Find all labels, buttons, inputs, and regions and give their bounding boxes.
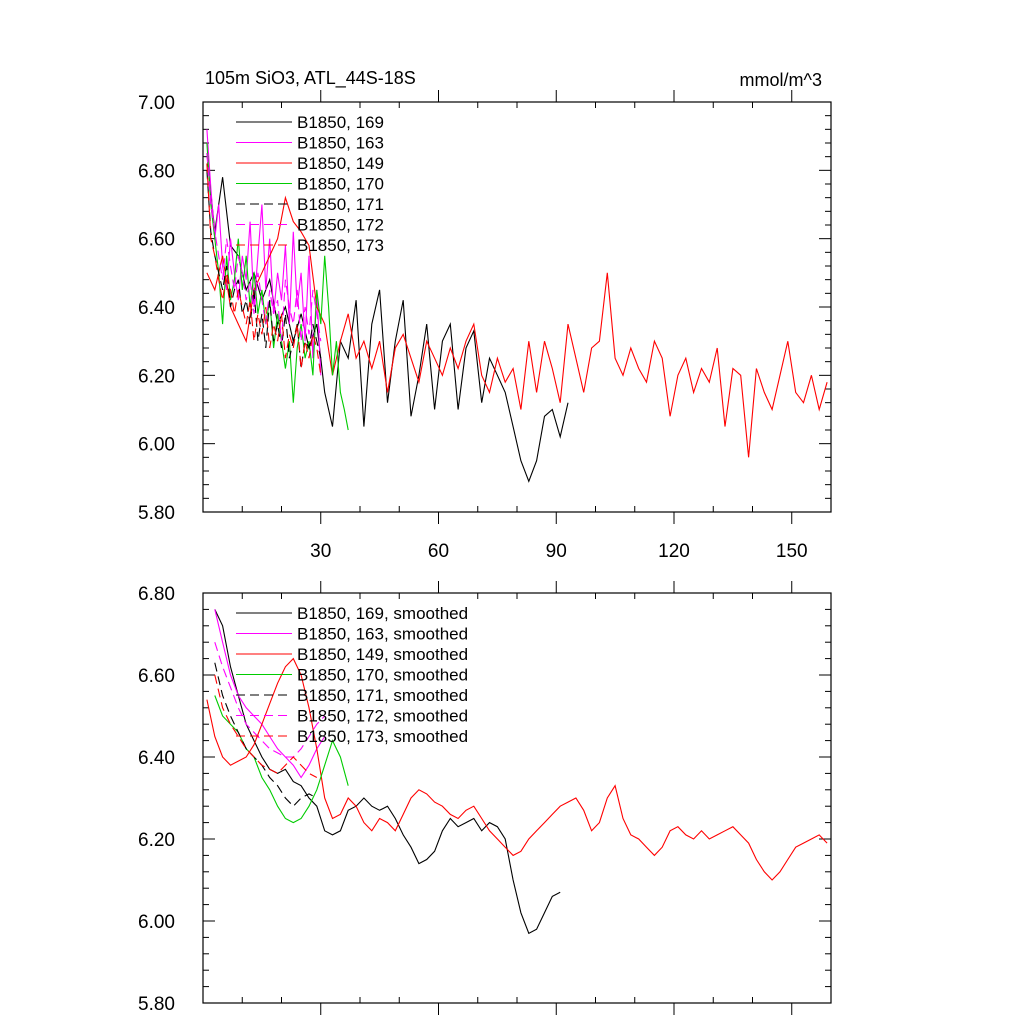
bottom-y-tick-label: 6.60 [138, 666, 175, 687]
bottom-legend-label-6: B1850, 172, smoothed [297, 707, 468, 726]
top-y-tick-label: 6.60 [138, 230, 175, 251]
bottom-legend-label-5: B1850, 171, smoothed [297, 686, 468, 705]
top-x-tick-label: 90 [546, 541, 567, 562]
top-legend-label-5: B1850, 171 [297, 195, 384, 214]
bottom-y-tick-label: 6.40 [138, 748, 175, 769]
bottom-legend-label-2: B1850, 163, smoothed [297, 625, 468, 644]
top-legend-label-2: B1850, 163 [297, 134, 384, 153]
top-x-tick-label: 60 [428, 541, 449, 562]
top-x-tick-label: 120 [658, 541, 690, 562]
top-y-tick-label: 7.00 [138, 93, 175, 114]
bottom-series-line-4 [214, 695, 349, 824]
chart-title: 105m SiO3, ATL_44S-18S [205, 68, 416, 89]
top-panel: 5.80 6.00 6.20 6.40 6.60 6.80 7.00 30 60 90 120 150… [138, 90, 832, 562]
top-legend-label-3: B1850, 149 [297, 154, 384, 173]
bottom-y-tick-label: 5.80 [138, 994, 175, 1015]
bottom-legend-label-4: B1850, 170, smoothed [297, 666, 468, 685]
bottom-series-group [206, 609, 828, 935]
top-series-line-7 [206, 163, 322, 376]
bottom-series-line-5 [214, 662, 318, 807]
top-legend-label-4: B1850, 170 [297, 175, 384, 194]
top-series-line-2 [206, 129, 322, 376]
top-y-tick-label: 5.80 [138, 503, 175, 524]
top-x-tick-label: 150 [776, 541, 808, 562]
bottom-series-line-3 [206, 657, 828, 881]
top-series-group [206, 129, 828, 483]
bottom-legend-label-7: B1850, 173, smoothed [297, 727, 468, 746]
bottom-y-tick-label: 6.00 [138, 912, 175, 933]
bottom-legend-label-1: B1850, 169, smoothed [297, 604, 468, 623]
top-legend-label-7: B1850, 173 [297, 236, 384, 255]
top-y-tick-label: 6.80 [138, 161, 175, 182]
bottom-panel: 5.80 6.00 6.20 6.40 6.60 6.80 B1850, 169, smoo… [138, 581, 832, 1015]
top-y-tick-label: 6.20 [138, 366, 175, 387]
top-series-line-4 [206, 142, 349, 431]
bottom-series-line-6 [214, 642, 326, 758]
top-y-tick-label: 6.40 [138, 298, 175, 319]
top-legend-label-1: B1850, 169 [297, 113, 384, 132]
top-series-line-3 [206, 195, 828, 458]
top-series-line-6 [206, 153, 322, 342]
top-y-tick-label: 6.00 [138, 435, 175, 456]
bottom-y-tick-label: 6.20 [138, 830, 175, 851]
top-x-tick-label: 30 [310, 541, 331, 562]
top-series-line-1 [206, 153, 569, 483]
bottom-legend-label-3: B1850, 149, smoothed [297, 645, 468, 664]
bottom-y-tick-label: 6.80 [138, 584, 175, 605]
top-legend-label-6: B1850, 172 [297, 216, 384, 235]
units-label: mmol/m^3 [740, 70, 822, 90]
